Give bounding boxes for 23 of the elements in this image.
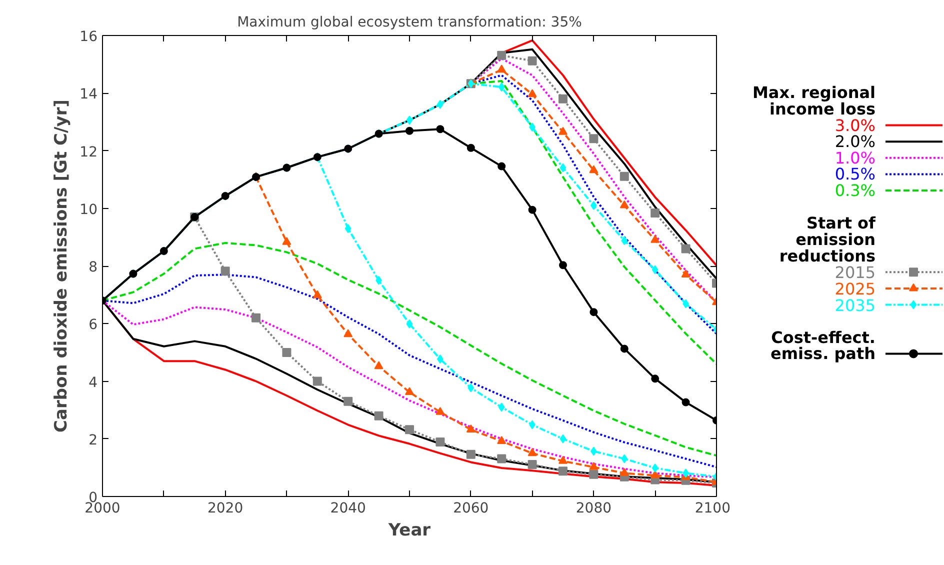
x-tick-label: 2020 [207, 500, 244, 516]
y-tick-label: 16 [80, 29, 98, 45]
x-tick-label: 2060 [453, 500, 489, 516]
y-tick-label: 4 [88, 374, 98, 391]
y-axis-title: Carbon dioxide emissions [Gt C/yr] [52, 100, 72, 432]
legend-label: 0.3% [834, 181, 876, 200]
x-tick-label: 2080 [576, 500, 612, 516]
y-tick-label: 10 [80, 202, 98, 218]
x-tick-label: 2100 [694, 500, 731, 516]
legend-label: 3.0% [834, 116, 876, 135]
y-tick-label: 2 [88, 432, 98, 448]
legend-label: Cost-effect. emiss. path [770, 328, 876, 364]
y-tick-label: 6 [88, 317, 98, 334]
x-axis-title: Year [387, 520, 432, 540]
legend-label: 2035 [834, 296, 876, 315]
y-tick-label: 12 [80, 144, 98, 160]
legend-label: 0.5% [834, 164, 876, 184]
chart-title: Maximum global ecosystem transformation: 35% [237, 14, 582, 30]
text: Start of emission reductions [779, 214, 877, 266]
y-tick-label: 14 [80, 86, 98, 103]
x-tick-label: 2040 [330, 500, 366, 516]
legend-title: Max. regional income loss [752, 83, 876, 118]
y-tick-label: 8 [88, 260, 98, 276]
